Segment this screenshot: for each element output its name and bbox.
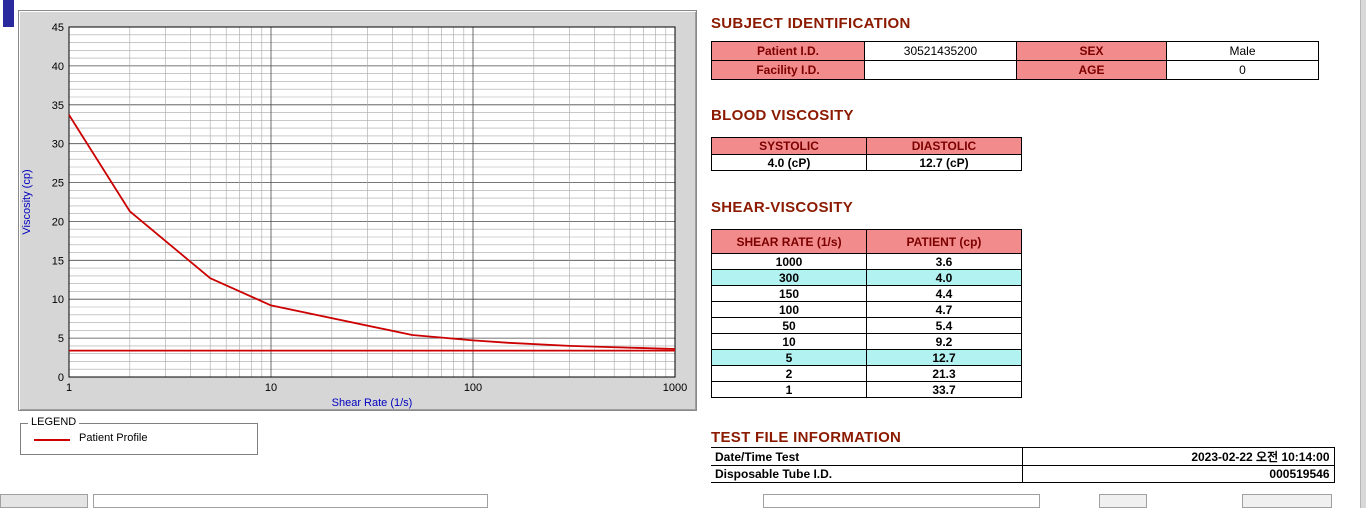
svg-text:Viscosity (cp): Viscosity (cp): [21, 169, 33, 234]
shear-viscosity-row: 150 4.4: [711, 285, 1022, 302]
facility-id-label: Facility I.D.: [711, 60, 865, 80]
table-row: Date/Time Test 2023-02-22 오전 10:14:00: [711, 447, 1335, 466]
svg-text:10: 10: [265, 382, 277, 394]
svg-text:Shear Rate (1/s): Shear Rate (1/s): [332, 397, 413, 409]
shear-rate-cell: 10: [711, 333, 867, 350]
patient-id-label: Patient I.D.: [711, 41, 865, 61]
diastolic-label: DIASTOLIC: [866, 137, 1022, 155]
patient-cp-cell: 33.7: [866, 381, 1022, 398]
svg-text:20: 20: [52, 216, 64, 228]
subject-identification-title: SUBJECT IDENTIFICATION: [711, 15, 911, 32]
shear-rate-cell: 2: [711, 365, 867, 382]
disposable-tube-id-label: Disposable Tube I.D.: [711, 465, 1022, 483]
viscosity-chart-panel: 0 5 10 15 20 25 30 35 40 45 1 10 100 1000 Shear Rate (…: [18, 10, 697, 411]
legend-entry-patient-profile: Patient Profile: [79, 432, 148, 444]
facility-id-value: [864, 60, 1017, 80]
svg-text:0: 0: [58, 372, 64, 384]
legend-title: LEGEND: [28, 416, 80, 428]
table-row: Disposable Tube I.D. 000519546: [711, 465, 1335, 483]
blood-viscosity-table: SYSTOLIC DIASTOLIC 4.0 (cP) 12.7 (cP): [711, 137, 1022, 171]
shear-viscosity-row: 50 5.4: [711, 317, 1022, 334]
diastolic-value: 12.7 (cP): [866, 154, 1022, 171]
bottom-panel-fragment: [763, 494, 1040, 508]
bottom-panel-fragment: [0, 494, 88, 508]
shear-viscosity-row: 100 4.7: [711, 301, 1022, 318]
shear-viscosity-row: 1000 3.6: [711, 253, 1022, 270]
systolic-label: SYSTOLIC: [711, 137, 867, 155]
patient-cp-cell: 5.4: [866, 317, 1022, 334]
disposable-tube-id-value: 000519546: [1021, 465, 1335, 483]
bottom-panel-fragment: [93, 494, 488, 508]
svg-text:100: 100: [464, 382, 482, 394]
table-row: Patient I.D. 30521435200 SEX Male: [711, 41, 1319, 61]
shear-rate-cell: 150: [711, 285, 867, 302]
patient-cp-header: PATIENT (cp): [866, 229, 1022, 254]
shear-rate-cell: 1: [711, 381, 867, 398]
bottom-panel-fragment: [1099, 494, 1147, 508]
shear-viscosity-table: SHEAR RATE (1/s) PATIENT (cp) 1000 3.6 300…: [711, 229, 1022, 398]
test-file-information-table: Date/Time Test 2023-02-22 오전 10:14:00 Di…: [711, 447, 1335, 483]
table-row: Facility I.D. AGE 0: [711, 60, 1319, 80]
shear-rate-cell: 1000: [711, 253, 867, 270]
window-right-edge: [1360, 0, 1366, 508]
shear-viscosity-title: SHEAR-VISCOSITY: [711, 199, 854, 216]
shear-rate-cell: 50: [711, 317, 867, 334]
patient-cp-cell: 3.6: [866, 253, 1022, 270]
age-label: AGE: [1016, 60, 1167, 80]
blood-viscosity-title: BLOOD VISCOSITY: [711, 107, 854, 124]
svg-text:1000: 1000: [663, 382, 687, 394]
svg-text:1: 1: [66, 382, 72, 394]
svg-text:10: 10: [52, 294, 64, 306]
patient-cp-cell: 21.3: [866, 365, 1022, 382]
svg-text:5: 5: [58, 333, 64, 345]
svg-text:45: 45: [52, 22, 64, 34]
svg-text:25: 25: [52, 178, 64, 190]
sex-value: Male: [1166, 41, 1319, 61]
svg-text:30: 30: [52, 139, 64, 151]
patient-cp-cell: 4.7: [866, 301, 1022, 318]
subject-identification-table: Patient I.D. 30521435200 SEX Male Facili…: [711, 41, 1319, 80]
legend-line-sample: [34, 439, 70, 441]
patient-cp-cell: 4.0: [866, 269, 1022, 286]
shear-viscosity-row: 5 12.7: [711, 349, 1022, 366]
patient-id-value: 30521435200: [864, 41, 1017, 61]
table-row: SYSTOLIC DIASTOLIC: [711, 137, 1022, 155]
shear-viscosity-row: 10 9.2: [711, 333, 1022, 350]
table-row: 4.0 (cP) 12.7 (cP): [711, 154, 1022, 171]
date-time-test-value: 2023-02-22 오전 10:14:00: [1021, 447, 1335, 466]
patient-cp-cell: 12.7: [866, 349, 1022, 366]
viscosity-chart: 0 5 10 15 20 25 30 35 40 45 1 10 100 1000 Shear Rate (…: [21, 22, 687, 409]
patient-cp-cell: 4.4: [866, 285, 1022, 302]
titlebar-fragment: [3, 0, 14, 27]
shear-viscosity-row: 1 33.7: [711, 381, 1022, 398]
shear-rate-cell: 100: [711, 301, 867, 318]
svg-text:15: 15: [52, 255, 64, 267]
svg-text:35: 35: [52, 100, 64, 112]
shear-rate-cell: 5: [711, 349, 867, 366]
patient-cp-cell: 9.2: [866, 333, 1022, 350]
chart-legend: LEGEND Patient Profile: [20, 416, 258, 455]
date-time-test-label: Date/Time Test: [711, 447, 1022, 466]
bottom-panel-fragment: [1242, 494, 1332, 508]
test-file-information-title: TEST FILE INFORMATION: [711, 429, 902, 446]
svg-text:40: 40: [52, 61, 64, 73]
age-value: 0: [1166, 60, 1319, 80]
shear-viscosity-row: 2 21.3: [711, 365, 1022, 382]
shear-rate-header: SHEAR RATE (1/s): [711, 229, 867, 254]
shear-rate-cell: 300: [711, 269, 867, 286]
systolic-value: 4.0 (cP): [711, 154, 867, 171]
sex-label: SEX: [1016, 41, 1167, 61]
table-header-row: SHEAR RATE (1/s) PATIENT (cp): [711, 229, 1022, 254]
shear-viscosity-row: 300 4.0: [711, 269, 1022, 286]
